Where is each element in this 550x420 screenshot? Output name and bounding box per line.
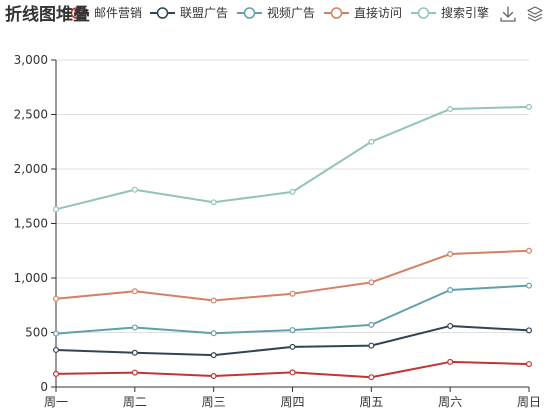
- data-point[interactable]: [289, 327, 296, 334]
- legend-swatch-symbol: [417, 7, 430, 19]
- series-3: [52, 282, 532, 337]
- legend-item[interactable]: 联盟广告: [150, 6, 228, 20]
- y-tick-label: 1,500: [14, 217, 48, 231]
- x-tick-label: 周五: [359, 395, 383, 409]
- data-point[interactable]: [210, 372, 217, 379]
- data-point[interactable]: [525, 361, 532, 368]
- data-point[interactable]: [368, 279, 375, 286]
- data-point[interactable]: [289, 343, 296, 350]
- data-point[interactable]: [447, 286, 454, 293]
- x-tick-label: 周四: [280, 395, 304, 409]
- download-icon-glyph: [500, 6, 516, 22]
- data-point[interactable]: [52, 206, 59, 213]
- toolbox[interactable]: [500, 6, 543, 22]
- data-point[interactable]: [368, 138, 375, 145]
- series-2: [52, 322, 532, 359]
- data-point[interactable]: [368, 342, 375, 349]
- data-point[interactable]: [131, 324, 138, 331]
- layers-icon-bottom: [527, 16, 543, 22]
- data-point[interactable]: [210, 330, 217, 337]
- legend-swatch-symbol: [156, 7, 169, 19]
- data-point[interactable]: [289, 290, 296, 297]
- legend-item[interactable]: 视频广告: [237, 5, 315, 20]
- legend-label: 联盟广告: [180, 6, 228, 20]
- x-tick-label: 周一: [44, 395, 68, 409]
- data-point[interactable]: [525, 282, 532, 289]
- series-4: [52, 247, 532, 304]
- grid-lines: [56, 59, 529, 333]
- data-point[interactable]: [447, 358, 454, 365]
- y-tick-label: 2,500: [14, 108, 48, 122]
- data-point[interactable]: [131, 186, 138, 193]
- legend-item[interactable]: 搜索引擎: [411, 5, 489, 20]
- data-point[interactable]: [447, 322, 454, 329]
- layers-icon-top: [527, 6, 543, 15]
- legend-swatch-symbol: [243, 7, 256, 19]
- legend-label: 搜索引擎: [441, 5, 489, 20]
- legend-item[interactable]: 邮件营销: [64, 6, 142, 20]
- layers-icon-middle: [527, 13, 543, 19]
- x-tick-label: 周二: [123, 395, 147, 409]
- data-point[interactable]: [525, 103, 532, 110]
- legend-label: 视频广告: [267, 5, 315, 20]
- x-tick-label: 周日: [517, 395, 541, 409]
- series-lines: [52, 103, 532, 381]
- data-point[interactable]: [52, 330, 59, 337]
- legend-swatch-symbol: [70, 7, 83, 19]
- data-point[interactable]: [52, 346, 59, 353]
- data-point[interactable]: [525, 247, 532, 254]
- data-point[interactable]: [289, 188, 296, 195]
- y-tick-label: 0: [40, 380, 48, 394]
- data-point[interactable]: [289, 369, 296, 376]
- x-tick-label: 周六: [438, 395, 462, 409]
- series-1: [52, 358, 532, 381]
- data-point[interactable]: [447, 106, 454, 113]
- layers-icon[interactable]: [527, 6, 543, 22]
- data-point[interactable]: [210, 297, 217, 304]
- chart-title: 折线图堆叠: [5, 4, 90, 25]
- data-point[interactable]: [131, 349, 138, 356]
- axes: 0 500 1,000 1,500 2,000 2,500 3,000 周一 周二 周三 周四 周五 周…: [14, 53, 541, 409]
- legend-label: 邮件营销: [94, 6, 142, 20]
- legend-label: 直接访问: [354, 5, 402, 20]
- data-point[interactable]: [525, 327, 532, 334]
- legend[interactable]: 邮件营销 联盟广告 视频广告 直接访问 搜索引擎: [64, 5, 489, 20]
- data-point[interactable]: [131, 288, 138, 295]
- data-point[interactable]: [368, 374, 375, 381]
- y-tick-label: 2,000: [14, 162, 48, 176]
- y-tick-label: 500: [25, 326, 48, 340]
- download-icon[interactable]: [500, 6, 516, 22]
- data-point[interactable]: [52, 295, 59, 302]
- legend-item[interactable]: 直接访问: [324, 5, 402, 20]
- data-point[interactable]: [368, 321, 375, 328]
- data-point[interactable]: [210, 352, 217, 359]
- data-point[interactable]: [447, 251, 454, 258]
- y-tick-label: 3,000: [14, 53, 48, 67]
- data-point[interactable]: [210, 199, 217, 206]
- series-5: [52, 103, 532, 213]
- data-point[interactable]: [131, 369, 138, 376]
- x-tick-label: 周三: [202, 395, 226, 409]
- legend-swatch-symbol: [330, 7, 343, 19]
- y-tick-label: 1,000: [14, 271, 48, 285]
- data-point[interactable]: [52, 370, 59, 377]
